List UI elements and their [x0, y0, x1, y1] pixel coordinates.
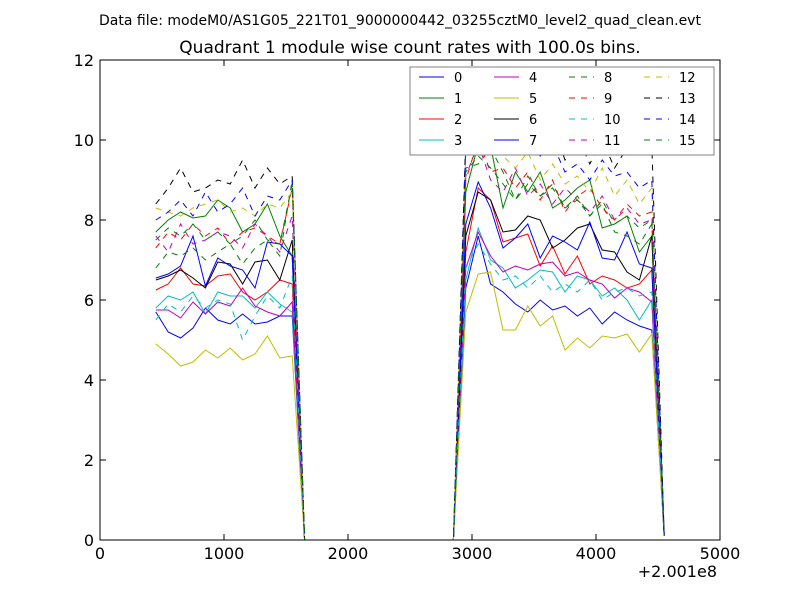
y-tick-label: 2: [84, 451, 94, 470]
legend-label-15: 15: [679, 134, 696, 149]
series-line-5: [155, 271, 665, 540]
legend-label-6: 6: [529, 113, 537, 128]
legend-label-11: 11: [604, 134, 621, 149]
legend-label-10: 10: [604, 113, 621, 128]
series-line-15: [155, 155, 665, 540]
legend-label-3: 3: [454, 134, 462, 149]
y-tick-label: 12: [74, 51, 94, 70]
legend-label-5: 5: [529, 92, 537, 107]
series-line-2: [155, 186, 665, 540]
x-tick-label: 2000: [328, 544, 369, 563]
y-tick-label: 0: [84, 531, 94, 550]
legend-label-0: 0: [454, 71, 462, 86]
series-line-1: [155, 143, 665, 540]
legend-label-4: 4: [529, 71, 537, 86]
series-line-11: [155, 142, 665, 540]
series-line-3: [155, 226, 665, 540]
plot-frame: [99, 59, 721, 541]
series-line-14: [155, 99, 665, 540]
series-line-4: [155, 230, 665, 540]
legend-label-13: 13: [679, 92, 696, 107]
legend-box: [409, 66, 715, 156]
x-tick-label: 3000: [452, 544, 493, 563]
y-tick-label: 4: [84, 371, 94, 390]
legend-label-2: 2: [454, 113, 462, 128]
legend-label-9: 9: [604, 92, 612, 107]
legend-label-14: 14: [679, 113, 696, 128]
legend-label-1: 1: [454, 92, 462, 107]
series-line-7: [155, 180, 665, 540]
chart-title: Quadrant 1 module wise count rates with …: [179, 38, 640, 58]
x-tick-label: 0: [95, 544, 105, 563]
legend-label-12: 12: [679, 71, 696, 86]
legend-label-7: 7: [529, 134, 537, 149]
y-tick-label: 8: [84, 211, 94, 230]
data-file-header: Data file: modeM0/AS1G05_221T01_90000004…: [99, 13, 701, 29]
y-tick-label: 6: [84, 291, 94, 310]
x-offset-label: +2.001e8: [638, 562, 717, 581]
series-line-0: [155, 235, 665, 540]
series-line-6: [155, 191, 665, 540]
series-line-9: [155, 138, 665, 540]
legend-label-8: 8: [604, 71, 612, 86]
series-line-10: [155, 242, 665, 540]
y-tick-label: 10: [74, 131, 94, 150]
x-tick-label: 4000: [576, 544, 617, 563]
x-tick-label: 1000: [204, 544, 245, 563]
x-tick-label: 5000: [700, 544, 741, 563]
